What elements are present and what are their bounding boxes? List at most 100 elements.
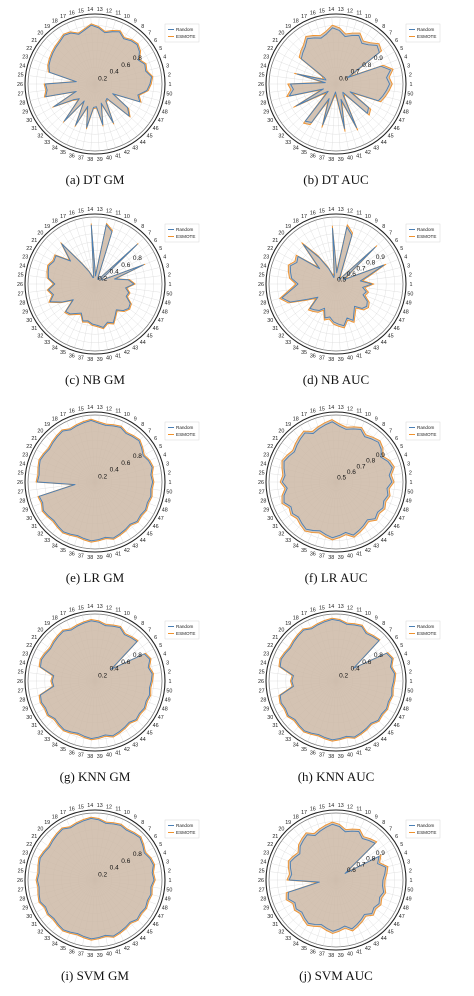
category-tick-label: 17 (301, 412, 307, 418)
series-random-line (44, 24, 152, 128)
category-tick-label: 46 (153, 922, 159, 928)
category-tick-label: 49 (406, 101, 412, 107)
category-tick-label: 21 (31, 635, 37, 641)
category-tick-label: 28 (260, 698, 266, 704)
legend-label-random: Random (417, 425, 435, 430)
category-tick-label: 11 (115, 11, 121, 17)
category-tick-label: 42 (124, 946, 130, 952)
category-tick-label: 9 (134, 815, 137, 821)
category-tick-label: 33 (44, 936, 50, 942)
category-tick-label: 11 (115, 608, 121, 614)
category-tick-label: 45 (147, 333, 153, 339)
category-tick-label: 5 (400, 444, 403, 450)
category-tick-label: 48 (162, 906, 168, 912)
category-tick-label: 24 (260, 660, 266, 666)
chart-caption: (e) LR GM (66, 570, 125, 585)
category-tick-label: 37 (319, 753, 325, 759)
category-tick-label: 37 (78, 356, 84, 362)
category-tick-label: 39 (338, 157, 344, 163)
category-tick-label: 34 (52, 145, 58, 151)
category-tick-label: 36 (310, 353, 316, 359)
category-tick-label: 26 (17, 282, 23, 288)
category-tick-label: 31 (31, 524, 37, 530)
category-tick-label: 7 (148, 429, 151, 435)
category-tick-label: 47 (399, 318, 405, 324)
category-tick-label: 37 (319, 554, 325, 560)
category-tick-label: 25 (18, 869, 24, 875)
radial-tick-label: 0.4 (110, 467, 119, 474)
category-tick-label: 28 (19, 499, 25, 505)
category-tick-label: 37 (319, 952, 325, 958)
category-tick-label: 13 (338, 604, 344, 610)
category-tick-label: 43 (132, 145, 138, 151)
category-tick-label: 19 (44, 820, 50, 826)
radial-tick-label: 0.2 (98, 672, 107, 679)
category-tick-label: 17 (60, 14, 66, 20)
category-tick-label: 4 (163, 54, 166, 60)
category-tick-label: 45 (147, 730, 153, 736)
category-tick-label: 12 (106, 406, 112, 412)
chart-caption: (g) KNN GM (60, 769, 131, 784)
category-tick-label: 23 (22, 850, 28, 856)
radial-tick-label: 0.4 (110, 666, 119, 673)
category-tick-label: 41 (356, 750, 362, 756)
category-tick-label: 35 (60, 946, 66, 952)
category-tick-label: 22 (26, 246, 32, 252)
category-tick-label: 33 (285, 936, 291, 942)
category-tick-label: 33 (285, 340, 291, 346)
category-tick-label: 47 (399, 715, 405, 721)
radial-tick-label: 0.9 (374, 55, 383, 62)
category-tick-label: 40 (106, 356, 112, 362)
radial-tick-label: 0.5 (337, 276, 346, 283)
category-tick-label: 47 (158, 715, 164, 721)
category-tick-label: 44 (381, 936, 387, 942)
category-tick-label: 19 (285, 621, 291, 627)
category-tick-label: 33 (44, 737, 50, 743)
radial-tick-label: 0.8 (133, 453, 142, 460)
category-tick-label: 3 (407, 660, 410, 666)
radial-tick-label: 0.6 (121, 460, 130, 467)
category-tick-label: 40 (347, 356, 353, 362)
category-tick-label: 2 (168, 869, 171, 875)
category-tick-label: 5 (400, 643, 403, 649)
series-random-line (279, 619, 395, 741)
category-tick-label: 30 (26, 715, 32, 721)
grid-spoke (94, 232, 138, 285)
category-tick-label: 13 (97, 207, 103, 213)
category-tick-label: 36 (310, 551, 316, 557)
category-tick-label: 20 (37, 429, 43, 435)
category-tick-label: 6 (154, 635, 157, 641)
category-tick-label: 45 (388, 730, 394, 736)
category-tick-label: 30 (26, 516, 32, 522)
category-tick-label: 46 (394, 524, 400, 530)
category-tick-label: 23 (22, 254, 28, 260)
category-tick-label: 43 (373, 345, 379, 351)
frame-ring (265, 610, 407, 752)
category-tick-label: 50 (166, 489, 172, 495)
radial-tick-label: 0.2 (98, 275, 107, 282)
category-tick-label: 26 (258, 480, 264, 486)
series-random-line (47, 224, 145, 328)
category-tick-label: 35 (301, 747, 307, 753)
legend-box (405, 421, 441, 441)
category-tick-label: 2 (168, 273, 171, 279)
category-tick-label: 24 (19, 461, 25, 467)
legend-box (164, 223, 200, 243)
category-tick-label: 32 (37, 730, 43, 736)
category-tick-label: 14 (328, 803, 334, 809)
legend-label-random: Random (176, 624, 194, 629)
category-tick-label: 31 (272, 723, 278, 729)
legend: Random ESMOTE (164, 819, 200, 839)
category-tick-label: 4 (163, 254, 166, 260)
category-tick-label: 45 (147, 929, 153, 935)
category-tick-label: 9 (134, 19, 137, 25)
category-tick-label: 8 (141, 621, 144, 627)
category-tick-label: 47 (158, 516, 164, 522)
category-tick-label: 4 (404, 850, 407, 856)
category-tick-label: 1 (169, 82, 172, 88)
category-tick-label: 5 (159, 46, 162, 52)
radial-tick-label: 0.9 (376, 850, 385, 857)
category-tick-label: 16 (69, 409, 75, 415)
category-tick-label: 14 (87, 604, 93, 610)
frame-ring (24, 411, 166, 553)
